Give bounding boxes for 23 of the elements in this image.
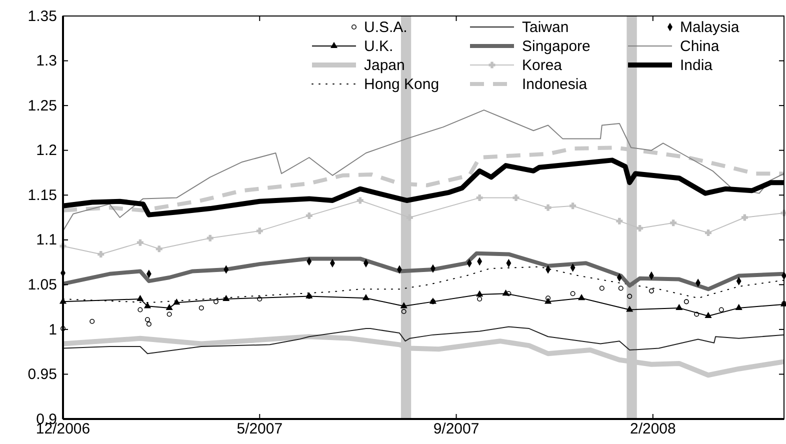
y-tick-label: 1.25 <box>28 97 57 114</box>
legend-label: Hong Kong <box>364 76 440 93</box>
legend-label: Malaysia <box>680 19 740 36</box>
y-tick-label: 1.35 <box>28 8 57 25</box>
legend-label: Indonesia <box>522 76 588 93</box>
x-tick-label: 5/2007 <box>236 420 283 438</box>
y-tick-label: 1.1 <box>36 232 57 249</box>
legend-label: U.K. <box>364 38 394 55</box>
legend-label: Japan <box>364 57 405 74</box>
y-tick-label: 0.95 <box>28 366 57 384</box>
y-tick-label: 1.3 <box>36 52 57 70</box>
legend-label: India <box>680 57 714 74</box>
x-tick-label: 9/2007 <box>433 420 480 438</box>
legend-label: U.S.A. <box>364 19 408 36</box>
y-tick-label: 1.2 <box>36 142 57 160</box>
legend-label: Korea <box>522 57 563 74</box>
y-tick-label: 1.15 <box>28 186 57 204</box>
legend-label: Taiwan <box>522 19 569 36</box>
y-tick-label: 1 <box>48 321 57 338</box>
y-tick-label: 1.05 <box>28 276 57 294</box>
legend-label: China <box>680 38 720 55</box>
legend-label: Singapore <box>522 38 590 55</box>
x-tick-label: 2/2008 <box>630 420 676 438</box>
